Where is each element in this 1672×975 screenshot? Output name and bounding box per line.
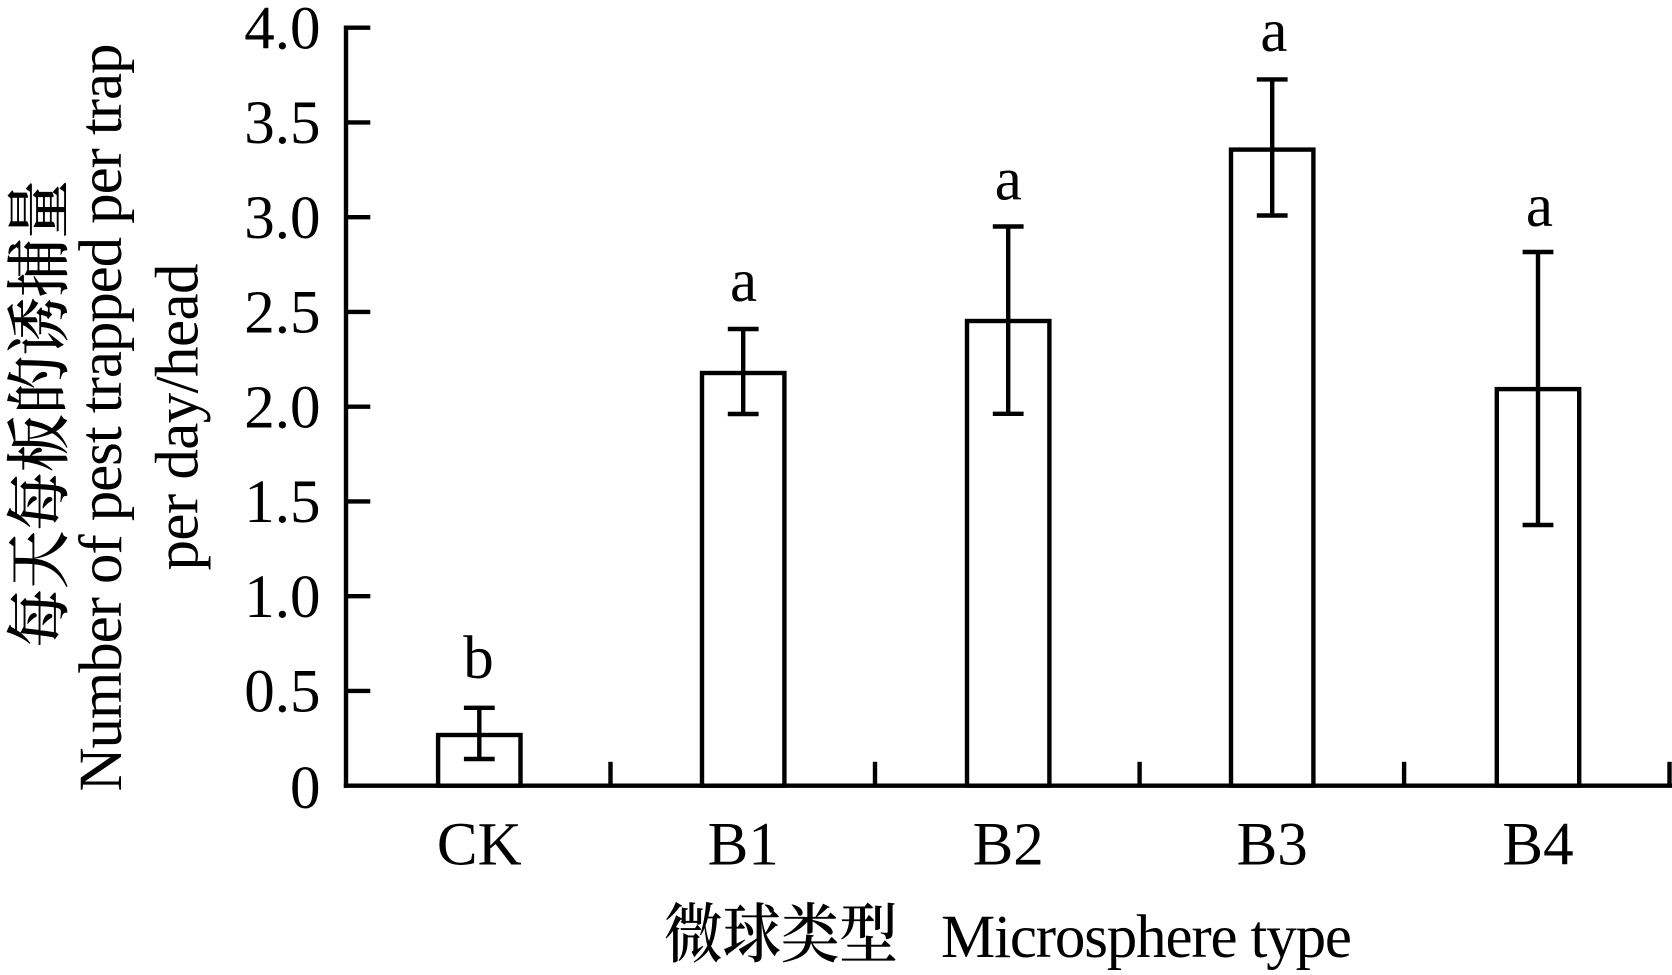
svg-text:per day/head: per day/head xyxy=(145,264,212,571)
svg-text:Microsphere type: Microsphere type xyxy=(941,904,1352,971)
svg-text:4.0: 4.0 xyxy=(244,0,320,62)
svg-text:B1: B1 xyxy=(708,812,779,879)
svg-text:2.5: 2.5 xyxy=(244,280,320,347)
svg-text:0.5: 0.5 xyxy=(244,659,320,726)
svg-text:3.0: 3.0 xyxy=(244,185,320,252)
svg-text:1.5: 1.5 xyxy=(244,469,320,536)
svg-text:Number of pest trapped per tra: Number of pest trapped per trap xyxy=(68,44,135,792)
svg-text:0: 0 xyxy=(290,755,321,822)
svg-text:B2: B2 xyxy=(973,812,1044,879)
svg-text:a: a xyxy=(1260,0,1287,65)
svg-text:3.5: 3.5 xyxy=(244,90,320,157)
svg-text:a: a xyxy=(995,146,1022,213)
svg-text:CK: CK xyxy=(437,812,522,879)
svg-text:b: b xyxy=(463,625,494,692)
svg-text:a: a xyxy=(1526,173,1553,240)
svg-text:2.0: 2.0 xyxy=(244,374,320,441)
svg-text:1.0: 1.0 xyxy=(244,564,320,631)
svg-text:B3: B3 xyxy=(1237,812,1308,879)
svg-text:a: a xyxy=(730,248,757,315)
svg-text:B4: B4 xyxy=(1502,812,1573,879)
